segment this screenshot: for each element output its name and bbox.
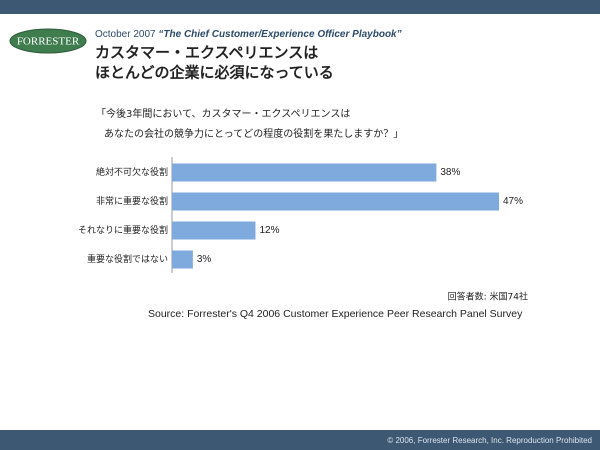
bar [172,192,499,211]
bar [172,163,437,182]
value-label: 38% [440,167,460,178]
value-label: 47% [503,196,523,207]
category-label: 絶対不可欠な役割 [96,166,168,178]
value-label: 12% [259,225,279,236]
title-line: ほとんどの企業に必須になっている [95,64,334,82]
note: 回答者数: 米国74社 [448,291,528,303]
bar [172,250,193,269]
category-label: それなりに重要な役割 [78,224,168,236]
bars: 絶対不可欠な役割 38% 非常に重要な役割 47% それなりに重要な役割 12% 重要な役割… [78,163,523,269]
report: “The Chief Customer/Experience Officer P… [158,29,401,40]
bottom-band [0,430,600,450]
question-line: あなたの会社の競争力にとってどの程度の役割を果たしますか？」 [104,127,403,140]
footer: © 2006, Forrester Research, Inc. Reprodu… [387,436,592,445]
question-line: 「今後3年間において、カスタマー・エクスペリエンスは [96,107,350,120]
logo-oval [9,28,87,54]
bar [172,221,256,240]
logo: FORRESTER [17,36,80,48]
header: October 2007 “The Chief Customer/Experie… [95,29,402,40]
value-label: 3% [197,254,212,265]
category-label: 非常に重要な役割 [96,195,168,207]
title-line: カスタマー・エクスペリエンスは [95,44,318,62]
top-band [0,0,600,14]
source: Source: Forrester's Q4 2006 Customer Exp… [148,308,523,320]
date: October 2007 [95,29,156,40]
category-label: 重要な役割ではない [87,253,168,265]
